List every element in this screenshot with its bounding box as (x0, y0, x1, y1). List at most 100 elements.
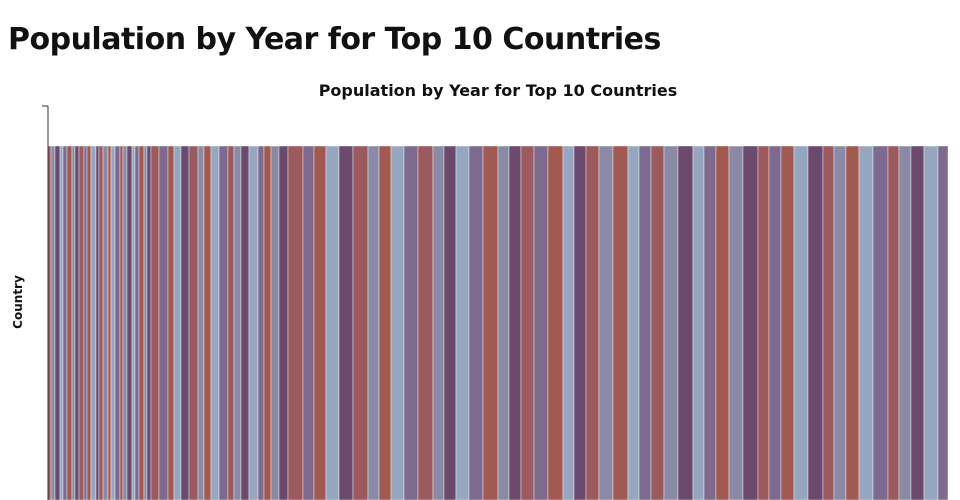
bar-segment (90, 145, 97, 500)
y-axis-label: Country (11, 275, 25, 329)
bar-segment (390, 145, 405, 500)
bar-segment (227, 145, 235, 500)
bar-segment (98, 145, 104, 500)
bar-segment (677, 145, 694, 500)
bar-segment (95, 145, 100, 500)
bar-segment (83, 145, 88, 500)
bar-segment (692, 145, 705, 500)
bar-segment (898, 145, 912, 500)
bar-segment (325, 145, 340, 500)
bar-segment (547, 145, 564, 500)
bar-segment (131, 145, 136, 500)
bar-segment (233, 145, 242, 500)
bar-segment (54, 145, 61, 500)
bar-segment (715, 145, 730, 500)
bar-segment (742, 145, 759, 500)
bar-segment (110, 145, 116, 500)
bar-segment (287, 145, 304, 500)
bar-segment (248, 145, 259, 500)
bar-segment (146, 145, 152, 500)
bar-segment (188, 145, 199, 500)
bar-segment (62, 145, 68, 500)
bar-segment (143, 145, 148, 500)
bar-segment (367, 145, 380, 500)
bar-segment (417, 145, 434, 500)
bar-segment (612, 145, 629, 500)
bar-segment (403, 145, 419, 500)
bar-segment (180, 145, 190, 500)
bar-segment (757, 145, 770, 500)
bar-group (47, 145, 949, 500)
bar-segment (240, 145, 250, 500)
bar-segment (497, 145, 510, 500)
bar-segment (508, 145, 522, 500)
bar-segment (338, 145, 354, 500)
bar-segment (793, 145, 809, 500)
bar-segment (858, 145, 874, 500)
bar-segment (66, 145, 73, 500)
bar-segment (482, 145, 499, 500)
bar-segment (74, 145, 80, 500)
bar-segment (126, 145, 133, 500)
bar-segment (638, 145, 652, 500)
bar-segment (728, 145, 744, 500)
bar-segment (703, 145, 717, 500)
bar-segment (218, 145, 229, 500)
bar-segment (210, 145, 220, 500)
bar-segment (313, 145, 327, 500)
bar-segment (102, 145, 109, 500)
bar-segment (533, 145, 549, 500)
bar-segment (71, 145, 76, 500)
bar-segment (107, 145, 112, 500)
bar-segment (845, 145, 860, 500)
bar-segment (50, 145, 56, 500)
bar-segment (263, 145, 272, 500)
bar-segment (780, 145, 795, 500)
bar-segment (455, 145, 470, 500)
bar-segment (78, 145, 85, 500)
bar-segment (887, 145, 900, 500)
bar-segment (585, 145, 600, 500)
bar-segment (432, 145, 445, 500)
bar-segment (443, 145, 457, 500)
bar-segment (257, 145, 265, 500)
chart-title: Population by Year for Top 10 Countries (319, 81, 678, 100)
bar-segment (923, 145, 939, 500)
bar-segment (167, 145, 175, 500)
bar-segment (158, 145, 169, 500)
page-title: Population by Year for Top 10 Countries (8, 22, 661, 57)
bar-segment (203, 145, 212, 500)
bar-segment (627, 145, 640, 500)
bar-segment (833, 145, 847, 500)
bar-segment (937, 145, 949, 500)
bar-segment (122, 145, 128, 500)
bar-segment (910, 145, 925, 500)
bar-segment (562, 145, 575, 500)
bar-segment (278, 145, 289, 500)
bar-segment (150, 145, 160, 500)
bar-segment (807, 145, 824, 500)
bar-segment (663, 145, 679, 500)
bar-segment (173, 145, 182, 500)
bar-segment (86, 145, 92, 500)
bar-segment (59, 145, 64, 500)
bar-segment (270, 145, 280, 500)
bar-segment (573, 145, 587, 500)
bar-segment (598, 145, 614, 500)
bar-segment (114, 145, 121, 500)
bar-segment (134, 145, 140, 500)
bar-segment (650, 145, 665, 500)
bar-segment (822, 145, 835, 500)
bar-segment (768, 145, 782, 500)
bar-segment (197, 145, 205, 500)
bar-segment (352, 145, 369, 500)
bar-segment (302, 145, 315, 500)
bar-segment (468, 145, 484, 500)
bar-segment (138, 145, 145, 500)
bar-segment (119, 145, 124, 500)
bar-segment (378, 145, 392, 500)
bar-segment (520, 145, 535, 500)
bar-segment (872, 145, 889, 500)
